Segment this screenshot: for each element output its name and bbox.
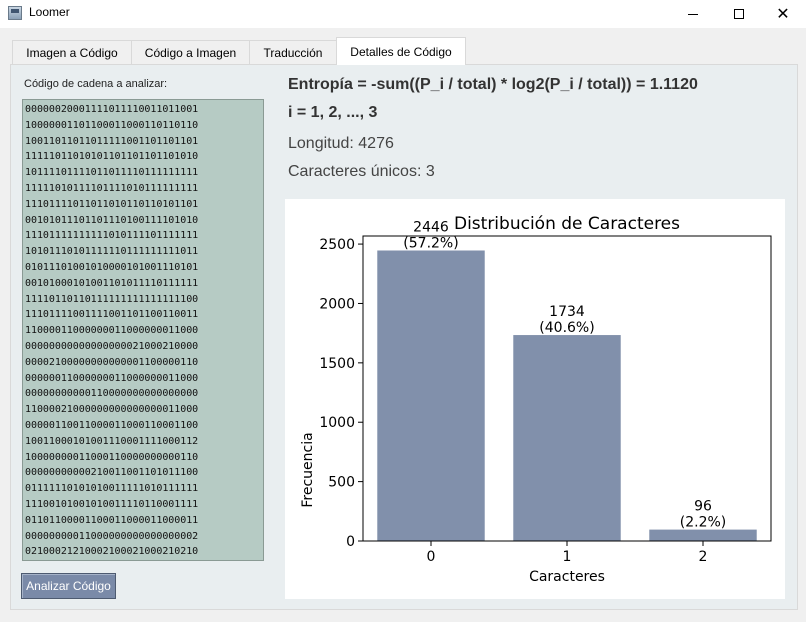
- code-textarea[interactable]: 00000020001111011110011011001 10000001101…: [22, 99, 264, 561]
- bar-0: [377, 250, 485, 541]
- code-input-label: Código de cadena a analizar:: [24, 78, 168, 90]
- window-title: Loomer: [29, 5, 70, 19]
- tab-traduccion[interactable]: Traducción: [249, 40, 337, 64]
- bar-value-label: 96: [694, 499, 712, 515]
- code-line: 00000000000210011001101011100: [25, 467, 199, 479]
- minimize-icon: [688, 13, 698, 15]
- bar-percent-label: (40.6%): [539, 320, 594, 336]
- code-line: 11110110110111111111111111100: [25, 293, 199, 305]
- minimize-button[interactable]: [670, 0, 716, 28]
- unique-characters: Caracteres únicos: 3: [288, 163, 435, 180]
- bar-percent-label: (57.2%): [403, 235, 458, 251]
- bar-value-label: 1734: [549, 304, 585, 320]
- chart-title: Distribución de Caracteres: [454, 214, 680, 234]
- y-tick-label: 0: [346, 534, 355, 550]
- y-axis-label: Frecuencia: [300, 432, 316, 507]
- code-line: 00000000011000000000000000002: [25, 530, 199, 542]
- tab-codigo-a-imagen[interactable]: Código a Imagen: [131, 40, 250, 64]
- code-line: 00000000000110000000000000000: [25, 388, 199, 400]
- chart-svg: Distribución de Caracteres Frecuencia Ca…: [300, 214, 772, 585]
- code-line: 11101111011011010110110101101: [25, 198, 199, 210]
- maximize-button[interactable]: [716, 0, 762, 28]
- code-line: 11111010111101111010111111111: [25, 182, 199, 194]
- code-line: 11101111111111010111101111111: [25, 230, 199, 242]
- entropy-formula: Entropía = -sum((P_i / total) * log2(P_i…: [288, 76, 698, 93]
- code-line: 00000020001111011110011011001: [25, 104, 199, 115]
- code-line: 00101000101001101011110111111: [25, 277, 199, 289]
- code-line: 10011000101001110001111000112: [25, 435, 199, 447]
- app-icon: [8, 6, 22, 20]
- x-tick-label: 0: [427, 549, 436, 565]
- y-tick-label: 1000: [319, 415, 355, 431]
- plot-frame: [362, 235, 772, 542]
- code-line: 00002100000000000001100000110: [25, 356, 199, 368]
- index-range: i = 1, 2, ..., 3: [288, 104, 378, 121]
- y-tick-label: 2000: [319, 296, 355, 312]
- close-icon: ✕: [776, 4, 790, 23]
- code-line: 10000001101100011000110110110: [25, 119, 199, 131]
- code-line: 01011101001010000101001110101: [25, 261, 199, 273]
- code-line: 10101110101111110111111111011: [25, 246, 199, 258]
- x-tick-label: 1: [563, 549, 572, 565]
- code-line: 11100101001010011110110001111: [25, 498, 199, 510]
- code-length: Longitud: 4276: [288, 135, 394, 152]
- title-bar: Loomer ✕: [0, 0, 806, 28]
- code-line: 02100021210002100021000210210: [25, 546, 199, 558]
- bar-2: [649, 529, 757, 541]
- code-line: 11000021000000000000000011000: [25, 404, 199, 416]
- y-tick-label: 500: [328, 475, 355, 491]
- code-line: 00000011000000011000000011000: [25, 372, 199, 384]
- x-tick-label: 2: [699, 549, 708, 565]
- y-tick-label: 1500: [319, 356, 355, 372]
- code-line: 00101011101101110100111101010: [25, 214, 199, 226]
- bar-value-label: 2446: [413, 219, 449, 235]
- analyze-button[interactable]: Analizar Código: [21, 573, 116, 599]
- code-line: 01101100001100011000011000011: [25, 514, 199, 526]
- tab-detalles-de-codigo[interactable]: Detalles de Código: [336, 37, 466, 65]
- bar-1: [513, 335, 621, 541]
- code-line: 11111011010101101101101101010: [25, 151, 199, 163]
- code-line: 00000000000000000021000210000: [25, 340, 199, 352]
- tab-imagen-a-codigo[interactable]: Imagen a Código: [12, 40, 132, 64]
- maximize-icon: [734, 9, 744, 19]
- code-line: 01111110101010011111010111111: [25, 483, 199, 495]
- code-line: 10000000011000110000000000110: [25, 451, 199, 463]
- code-line: 00000110011000011000110001100: [25, 419, 199, 431]
- bar-percent-label: (2.2%): [680, 515, 727, 531]
- code-line: 11000011000000011000000011000: [25, 325, 199, 337]
- close-button[interactable]: ✕: [760, 0, 806, 28]
- distribution-chart: Distribución de Caracteres Frecuencia Ca…: [285, 199, 785, 599]
- code-line: 11101111001111001101100110011: [25, 309, 199, 321]
- y-tick-label: 2500: [319, 237, 355, 253]
- code-line: 10111101111011011110111111111: [25, 167, 199, 179]
- x-axis-label: Caracteres: [529, 569, 605, 585]
- code-line: 10011011011011111001101101101: [25, 135, 199, 147]
- plot-area: 2446(57.2%) 0 1734(40.6%) 1 96(2.2%) 2 0 500 100…: [319, 219, 772, 565]
